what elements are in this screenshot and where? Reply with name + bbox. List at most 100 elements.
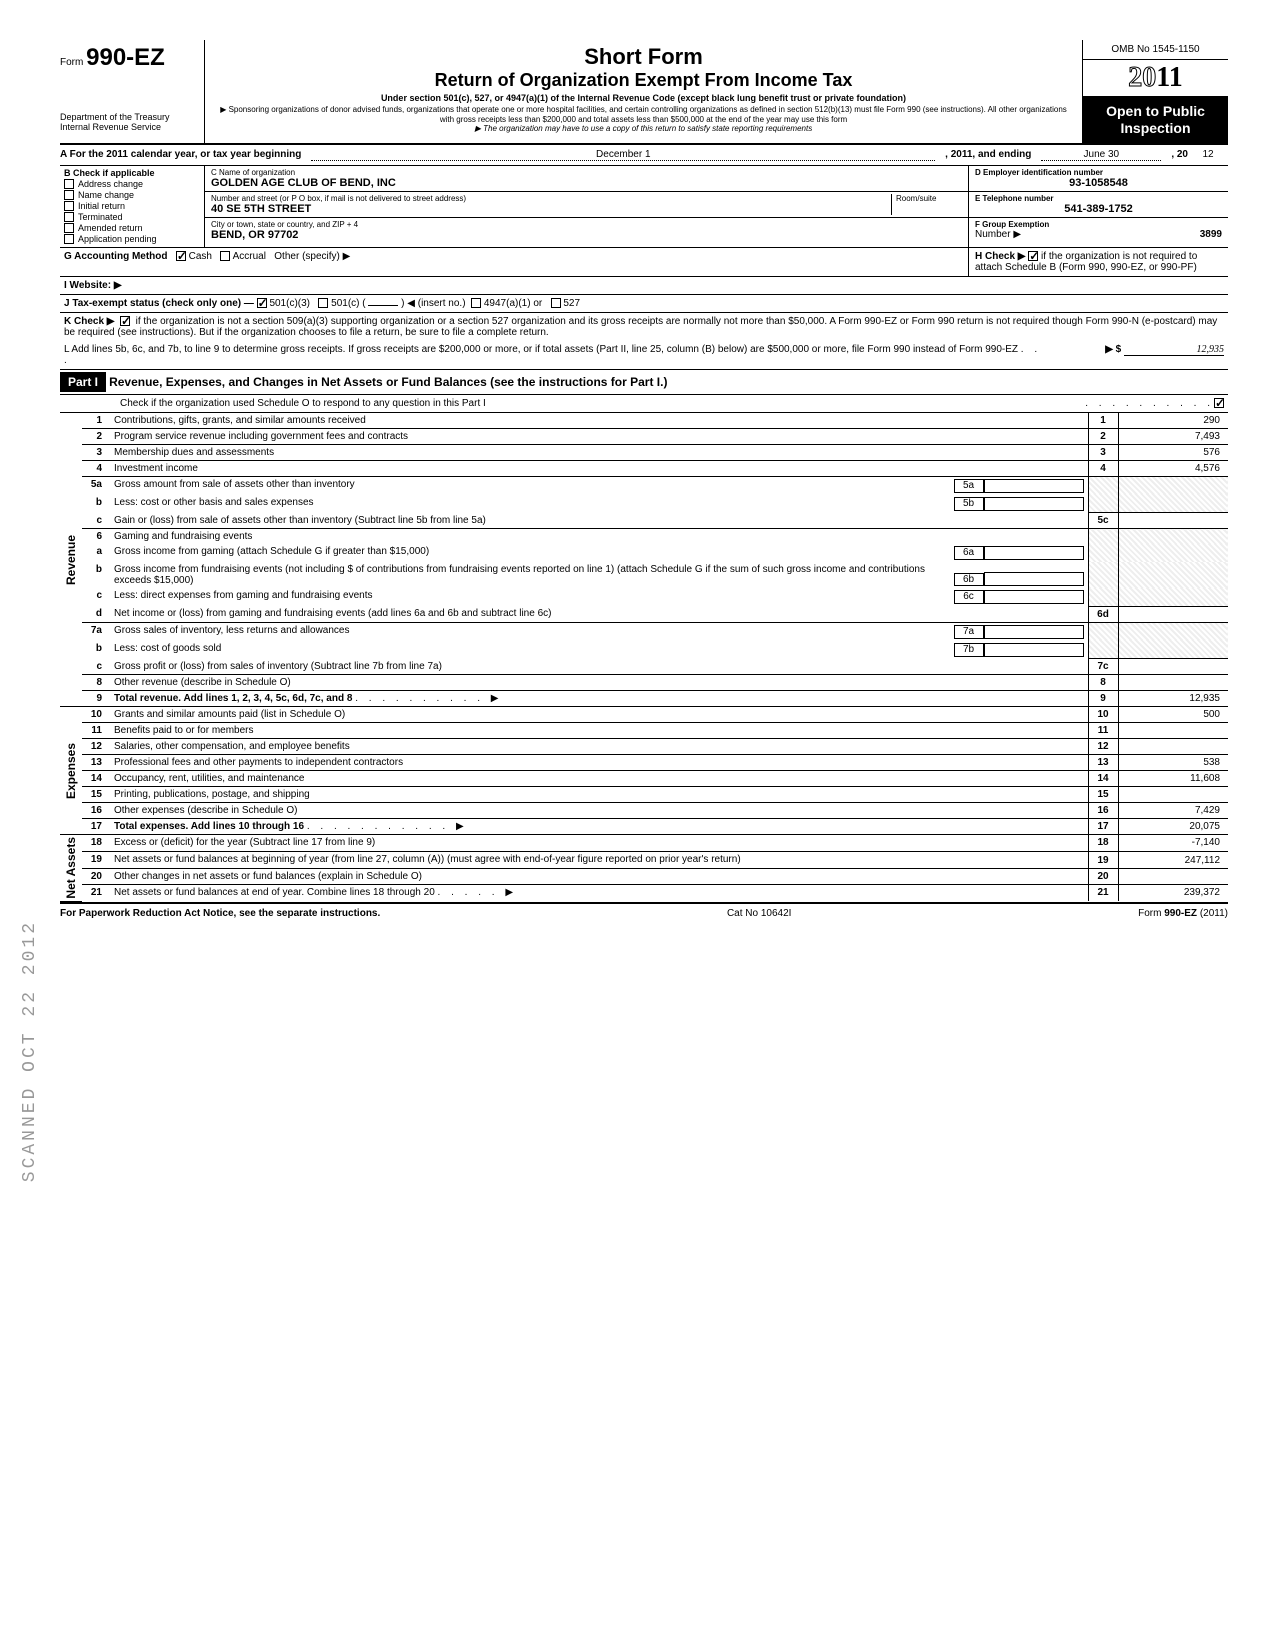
- ln7b-box: 7b: [954, 643, 984, 657]
- section-bcdef: B Check if applicable Address change Nam…: [60, 166, 1228, 248]
- ln3-text: Membership dues and assessments: [110, 444, 1088, 460]
- ln5a-num: 5a: [82, 476, 110, 495]
- ln6d-text: Net income or (loss) from gaming and fun…: [110, 606, 1088, 622]
- ln16-box: 16: [1088, 803, 1118, 819]
- ln9-text: Total revenue. Add lines 1, 2, 3, 4, 5c,…: [114, 693, 352, 704]
- g-other: Other (specify) ▶: [274, 251, 350, 262]
- g-label: G Accounting Method: [64, 251, 168, 262]
- ln17-num: 17: [82, 819, 110, 835]
- ein: 93-1058548: [975, 177, 1222, 189]
- b-application-pending: Application pending: [78, 234, 157, 244]
- ln14-num: 14: [82, 771, 110, 787]
- ln11-text: Benefits paid to or for members: [110, 723, 1088, 739]
- ln18-box: 18: [1088, 835, 1118, 852]
- chk-application-pending[interactable]: [64, 234, 74, 244]
- ln6a-num: a: [82, 544, 110, 562]
- ln2-amt: 7,493: [1118, 428, 1228, 444]
- ln1-box: 1: [1088, 413, 1118, 429]
- ln11-box: 11: [1088, 723, 1118, 739]
- ln6a-text: Gross income from gaming (attach Schedul…: [114, 546, 954, 560]
- ln10-box: 10: [1088, 707, 1118, 723]
- a-end-year: 12: [1188, 149, 1228, 161]
- row-a: A For the 2011 calendar year, or tax yea…: [60, 145, 1228, 166]
- ln17-amt: 20,075: [1118, 819, 1228, 835]
- ln5a-box: 5a: [954, 479, 984, 493]
- ln8-text: Other revenue (describe in Schedule O): [110, 675, 1088, 691]
- ln2-num: 2: [82, 428, 110, 444]
- form-id-block: Form 990-EZ Department of the Treasury I…: [60, 40, 205, 143]
- chk-amended-return[interactable]: [64, 223, 74, 233]
- ln2-text: Program service revenue including govern…: [110, 428, 1088, 444]
- ln5c-text: Gain or (loss) from sale of assets other…: [110, 513, 1088, 529]
- ln17-text: Total expenses. Add lines 10 through 16: [114, 821, 304, 832]
- ln15-num: 15: [82, 787, 110, 803]
- ln9-num: 9: [82, 691, 110, 707]
- ln4-text: Investment income: [110, 460, 1088, 476]
- ln20-text: Other changes in net assets or fund bala…: [110, 868, 1088, 885]
- ln6-text: Gaming and fundraising events: [110, 529, 1088, 545]
- ln7a-amt: [984, 625, 1084, 639]
- chk-k[interactable]: [120, 316, 130, 326]
- ln5a-shade: [1088, 476, 1118, 495]
- ln5c-num: c: [82, 513, 110, 529]
- ln7c-text: Gross profit or (loss) from sales of inv…: [110, 659, 1088, 675]
- a-end-year-label: , 20: [1171, 149, 1188, 161]
- tax-year: 2011: [1083, 60, 1228, 97]
- ln21-num: 21: [82, 885, 110, 901]
- col-b: B Check if applicable Address change Nam…: [60, 166, 205, 247]
- chk-terminated[interactable]: [64, 212, 74, 222]
- ln9-box: 9: [1088, 691, 1118, 707]
- ln5c-amt: [1118, 513, 1228, 529]
- ln9-amt: 12,935: [1118, 691, 1228, 707]
- ln19-box: 19: [1088, 851, 1118, 868]
- ln7b-shade: [1088, 641, 1118, 659]
- l-amount: 12,935: [1124, 344, 1224, 356]
- chk-h[interactable]: [1028, 251, 1038, 261]
- ln1-num: 1: [82, 413, 110, 429]
- chk-cash[interactable]: [176, 251, 186, 261]
- year-suffix: 11: [1156, 62, 1182, 93]
- org-name: GOLDEN AGE CLUB OF BEND, INC: [211, 177, 962, 189]
- ln12-num: 12: [82, 739, 110, 755]
- subtitle: Under section 501(c), 527, or 4947(a)(1)…: [215, 93, 1072, 103]
- chk-501c[interactable]: [318, 298, 328, 308]
- c-name-label: C Name of organization: [211, 168, 962, 177]
- chk-accrual[interactable]: [220, 251, 230, 261]
- ln1-amt: 290: [1118, 413, 1228, 429]
- k-label: K Check ▶: [64, 316, 114, 327]
- ln6b-shade: [1088, 562, 1118, 588]
- ln20-num: 20: [82, 868, 110, 885]
- ln6d-box: 6d: [1088, 606, 1118, 622]
- chk-initial-return[interactable]: [64, 201, 74, 211]
- d-label: D Employer identification number: [975, 168, 1222, 177]
- dept-label: Department of the Treasury Internal Reve…: [60, 112, 198, 132]
- ln6c-shade2: [1118, 588, 1228, 606]
- e-label: E Telephone number: [975, 194, 1222, 203]
- chk-part1-schedO[interactable]: [1214, 398, 1224, 408]
- open-to-public: Open to Public Inspection: [1083, 97, 1228, 143]
- ln2-box: 2: [1088, 428, 1118, 444]
- ln3-num: 3: [82, 444, 110, 460]
- chk-address-change[interactable]: [64, 179, 74, 189]
- ln21-text: Net assets or fund balances at end of ye…: [114, 887, 435, 898]
- col-def: D Employer identification number 93-1058…: [968, 166, 1228, 247]
- form-number: 990-EZ: [86, 44, 165, 71]
- ln12-box: 12: [1088, 739, 1118, 755]
- paperwork-notice: For Paperwork Reduction Act Notice, see …: [60, 908, 380, 919]
- b-name-change: Name change: [78, 190, 134, 200]
- a-begin: December 1: [311, 149, 935, 161]
- ln20-box: 20: [1088, 868, 1118, 885]
- j-501c3: 501(c)(3): [269, 298, 310, 309]
- ln3-amt: 576: [1118, 444, 1228, 460]
- ln10-text: Grants and similar amounts paid (list in…: [110, 707, 1088, 723]
- chk-4947[interactable]: [471, 298, 481, 308]
- ln6a-box: 6a: [954, 546, 984, 560]
- chk-527[interactable]: [551, 298, 561, 308]
- ln8-box: 8: [1088, 675, 1118, 691]
- ln14-text: Occupancy, rent, utilities, and maintena…: [110, 771, 1088, 787]
- ln16-amt: 7,429: [1118, 803, 1228, 819]
- chk-name-change[interactable]: [64, 190, 74, 200]
- chk-501c3[interactable]: [257, 298, 267, 308]
- ln10-amt: 500: [1118, 707, 1228, 723]
- ln13-text: Professional fees and other payments to …: [110, 755, 1088, 771]
